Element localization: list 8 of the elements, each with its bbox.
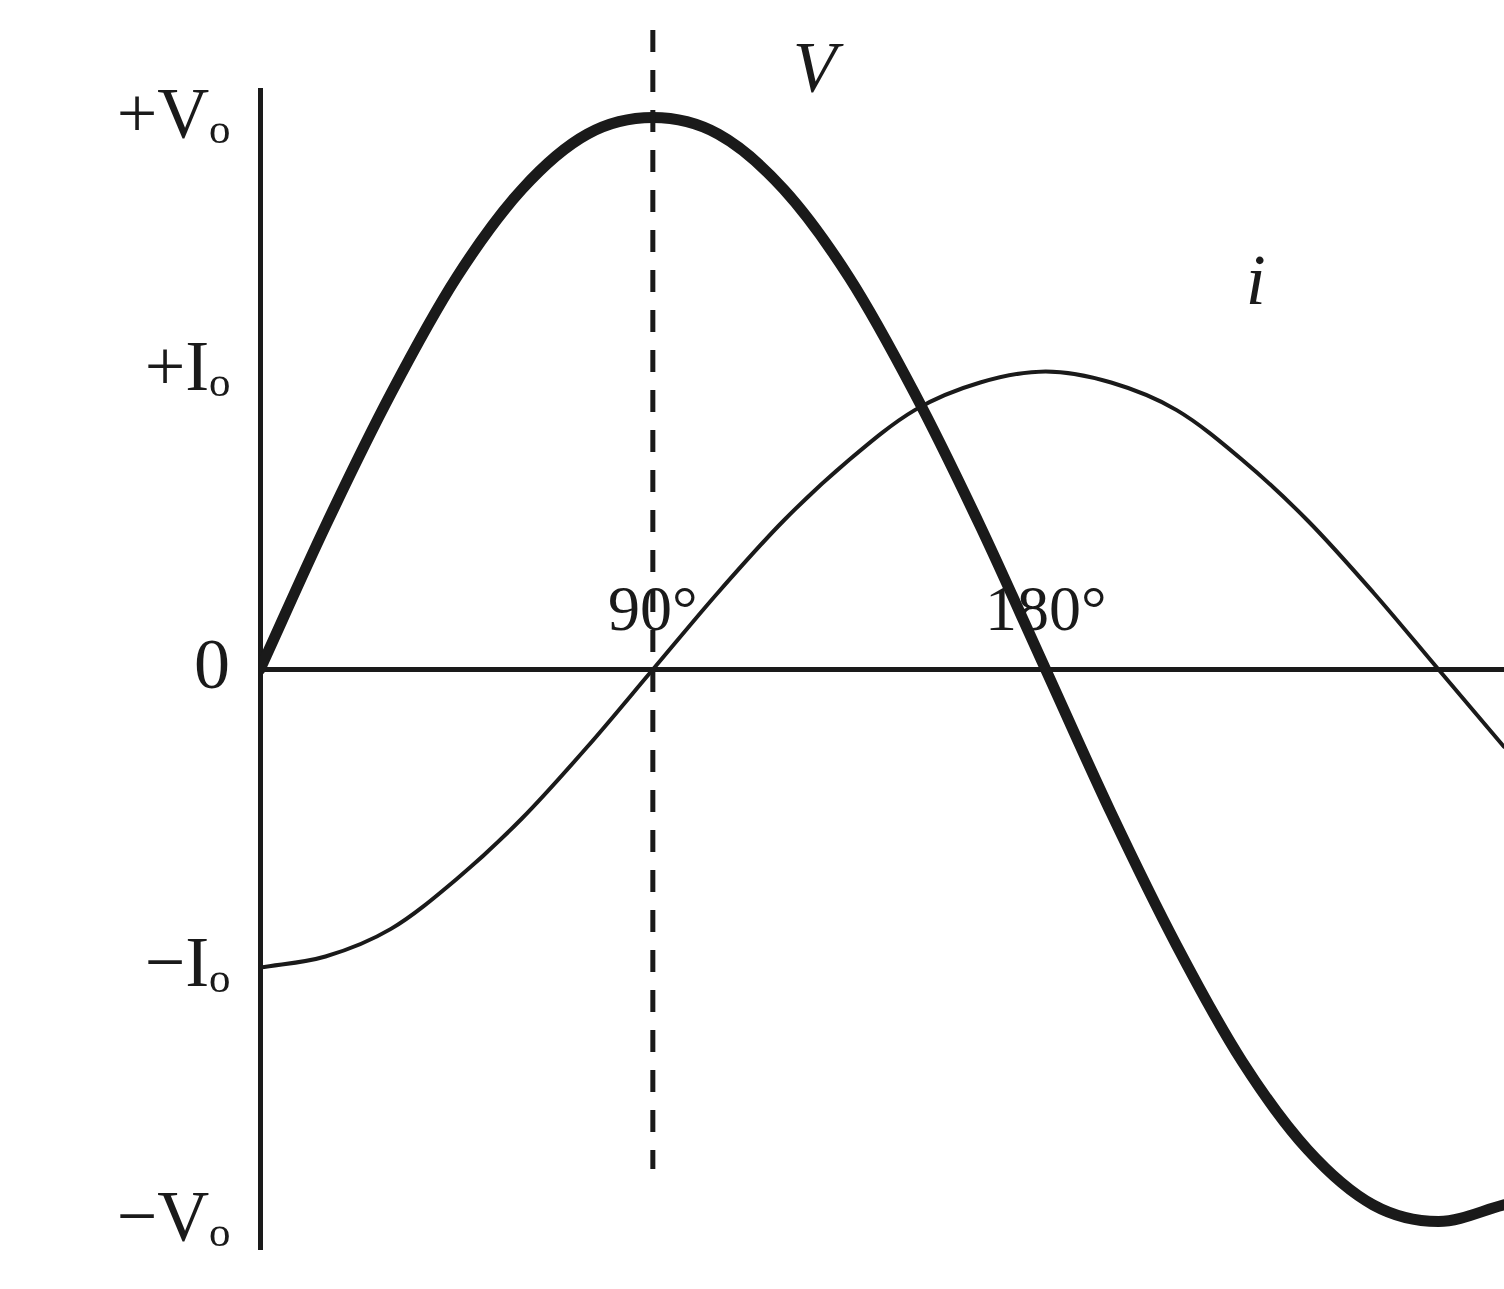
text: −Iₒ — [144, 922, 230, 1003]
series-label: i — [1245, 240, 1266, 321]
text: 0 — [194, 624, 230, 705]
series-label: V — [792, 26, 844, 107]
text: +Iₒ — [144, 326, 230, 407]
text: −Vₒ — [116, 1176, 230, 1257]
text: +Vₒ — [116, 72, 230, 153]
x-tick-label: 90° — [608, 572, 698, 644]
